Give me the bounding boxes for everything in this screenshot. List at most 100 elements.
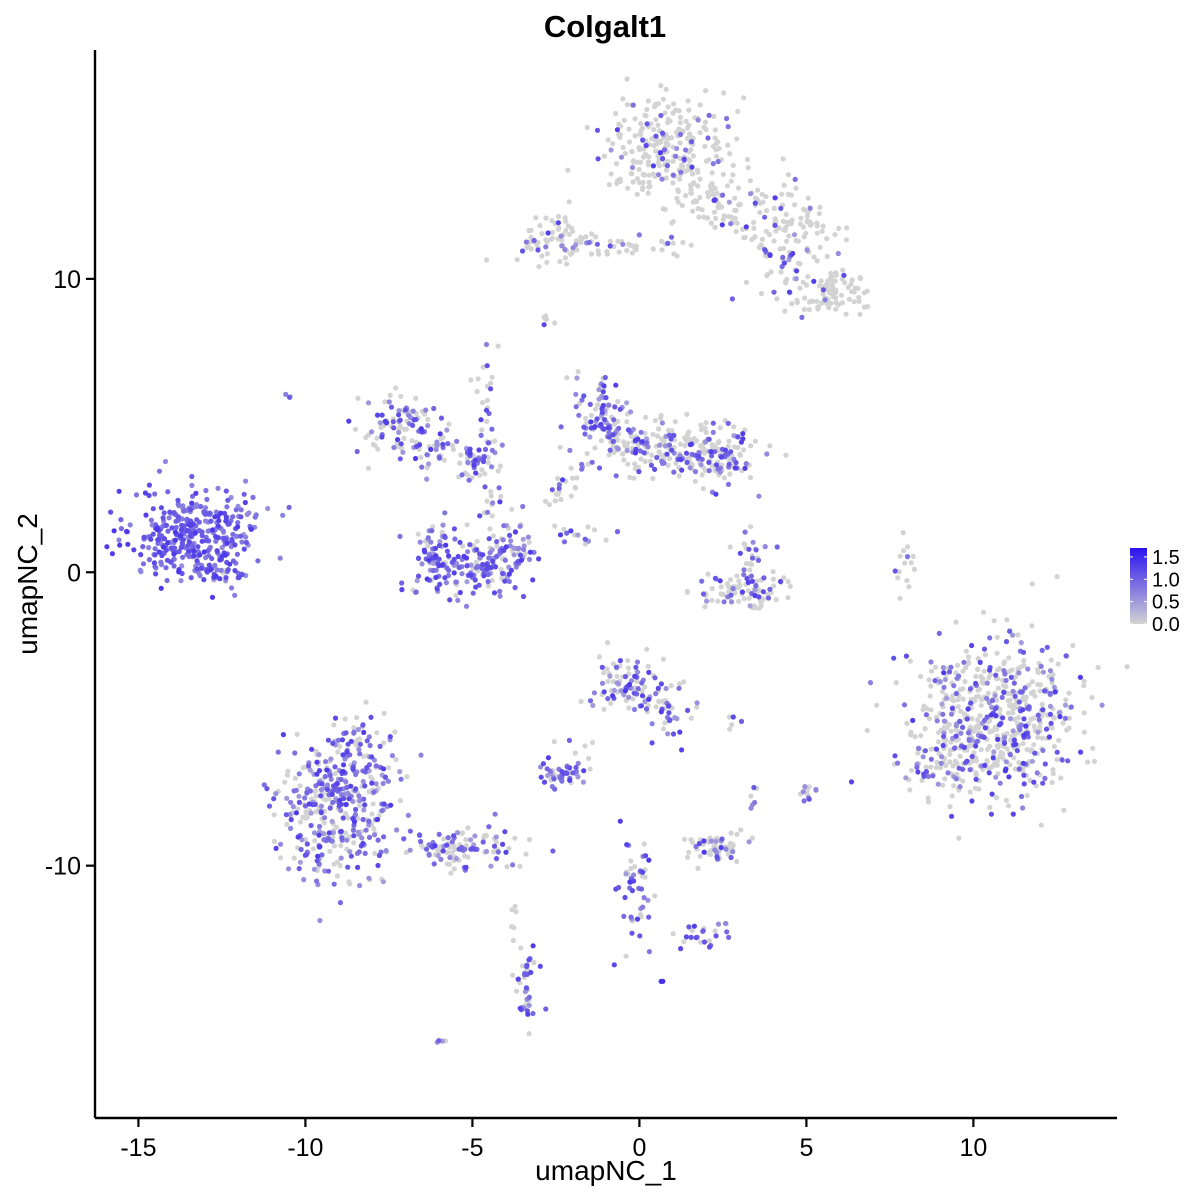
data-point (828, 300, 834, 306)
data-point (608, 147, 614, 153)
data-point (1007, 716, 1014, 722)
data-point (397, 417, 403, 423)
data-point (1006, 774, 1012, 780)
data-point (798, 215, 804, 221)
data-point (1099, 702, 1105, 708)
data-point (749, 555, 756, 561)
data-point (941, 733, 947, 740)
data-point (224, 504, 230, 510)
data-point (1047, 690, 1053, 697)
data-point (116, 537, 122, 543)
data-point (1020, 805, 1026, 811)
data-point (354, 715, 360, 721)
data-point (953, 733, 959, 739)
data-point (816, 211, 822, 217)
data-point (712, 575, 719, 581)
data-point (178, 533, 184, 539)
data-point (989, 763, 995, 770)
data-point (836, 225, 842, 231)
data-point (239, 539, 245, 545)
data-point (425, 543, 431, 549)
data-point (526, 556, 533, 563)
data-point (994, 697, 1000, 703)
data-point (820, 287, 827, 293)
data-point (1035, 734, 1041, 741)
data-point (493, 834, 499, 840)
data-point (953, 723, 959, 729)
data-point (996, 722, 1003, 728)
data-point (406, 412, 412, 418)
data-point (945, 770, 951, 776)
data-point (366, 734, 372, 740)
data-point (288, 817, 294, 823)
data-point (579, 461, 585, 467)
data-point (497, 463, 503, 469)
data-point (625, 185, 631, 191)
data-point (371, 832, 378, 838)
data-point (487, 526, 493, 532)
data-point (605, 640, 611, 646)
data-point (1054, 574, 1060, 580)
data-point (500, 841, 506, 847)
data-point (315, 853, 321, 859)
data-point (645, 190, 651, 196)
data-point (444, 548, 450, 554)
data-point (705, 190, 711, 196)
data-point (213, 573, 219, 579)
data-point (232, 592, 238, 598)
data-point (188, 575, 194, 581)
data-point (324, 767, 330, 773)
data-point (543, 215, 549, 221)
data-point (1031, 723, 1037, 729)
data-point (693, 935, 699, 941)
data-point (434, 586, 440, 592)
data-point (350, 798, 356, 805)
data-point (508, 567, 514, 573)
data-point (697, 176, 703, 182)
data-point (629, 148, 635, 155)
data-point (690, 171, 696, 177)
data-point (392, 729, 398, 735)
data-point (1010, 688, 1016, 694)
data-point (457, 539, 463, 545)
data-point (352, 426, 359, 432)
data-point (766, 232, 773, 238)
data-point (625, 657, 631, 664)
data-point (460, 543, 466, 549)
data-point (640, 171, 646, 177)
data-point (287, 811, 293, 818)
data-point (675, 199, 681, 205)
data-point (526, 957, 532, 963)
data-point (833, 295, 839, 301)
data-point (653, 704, 659, 710)
data-point (357, 883, 363, 889)
data-point (631, 706, 638, 713)
data-point (485, 579, 491, 585)
data-point (221, 510, 228, 516)
data-point (489, 426, 495, 432)
data-point (285, 768, 291, 774)
data-point (711, 113, 717, 119)
data-point (553, 491, 559, 497)
data-point (343, 801, 349, 808)
data-point (1055, 661, 1061, 667)
data-point (357, 751, 363, 757)
data-point (313, 793, 319, 799)
data-point (616, 425, 622, 431)
data-point (1065, 758, 1071, 764)
data-point (635, 669, 641, 675)
data-point (1036, 717, 1042, 723)
data-point (689, 164, 695, 170)
data-point (570, 475, 576, 481)
data-point (573, 238, 579, 244)
data-point (424, 846, 430, 852)
data-point (596, 465, 603, 471)
data-point (711, 209, 718, 215)
data-point (504, 864, 510, 870)
data-point (415, 531, 421, 537)
data-point (903, 775, 909, 781)
data-point (785, 221, 791, 227)
data-point (715, 921, 722, 927)
data-point (991, 618, 997, 624)
data-point (956, 835, 962, 841)
